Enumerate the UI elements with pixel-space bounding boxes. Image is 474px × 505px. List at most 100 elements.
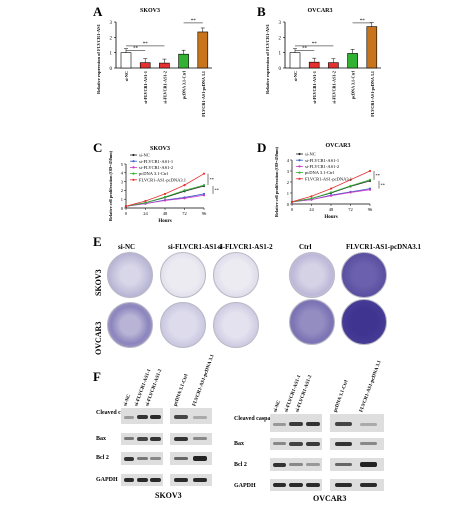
row-skov3: SKOV3: [94, 269, 103, 296]
blot-skov3-si-gapdh: [121, 474, 163, 486]
d-legend-marker-3: [298, 171, 301, 174]
b-sig-2: **: [360, 19, 366, 24]
d-sig-1: **: [381, 182, 386, 187]
blot-ovcar3-si-cleaved: [270, 414, 322, 432]
blot-ovcar3-si-bcl2: [270, 458, 322, 471]
panel-d-letter: D: [257, 140, 267, 155]
d-xtick-label: 48: [329, 207, 334, 212]
blot-ovcar3-pc-cleaved: [330, 414, 384, 432]
d-legend-label-4: FLVCR1-AS1-pcDNA3.1: [305, 176, 352, 181]
d-ytick-label: 4: [287, 158, 290, 163]
blot-ovcar3-pc-bax: [330, 438, 384, 450]
a-sig-2: **: [191, 19, 197, 24]
d-ytick-label: 3: [287, 169, 290, 174]
d-legend-marker-4: [298, 177, 301, 180]
d-point-3-4: [368, 178, 372, 181]
d-point-3-2: [329, 191, 333, 194]
row-label-bcl2-skov3: Bcl 2: [96, 455, 109, 461]
panel-a-title: SKOV3: [139, 8, 160, 14]
b-xcat-4: FLVCR1-AS1-pcDNA 3.1: [370, 71, 375, 117]
row-label-gapdh-ovcar3: GAPDH: [234, 483, 256, 489]
d-point-4-3: [349, 178, 352, 181]
c-point-2-3: [183, 197, 186, 200]
c-ytick-label: 2: [121, 188, 123, 193]
a-ytick-label: 1: [110, 52, 113, 57]
c-xtick-label: 24: [143, 211, 148, 216]
colony-dish-skov3-ctrl: [289, 252, 335, 298]
d-point-3-1: [310, 197, 313, 200]
c-legend-label-3: pcDNA 3.1-Ctrl: [139, 171, 169, 176]
row-label-bax-ovcar3: Bax: [234, 441, 245, 447]
d-legend-label-1: si-FLVCR1-AS1-1: [305, 158, 339, 163]
c-xtick-label: 72: [182, 211, 187, 216]
a-bar-3: [178, 53, 189, 69]
b-bar-2: [328, 62, 339, 69]
a-bar-2: [159, 62, 170, 69]
b-ytick-label: 1: [279, 52, 282, 57]
b-xcat-1: si-FLVCR1-AS1-1: [312, 71, 317, 104]
c-sig-1: **: [215, 187, 220, 192]
blot-skov3-pc-gapdh: [170, 474, 212, 486]
c-xtick-label: 48: [163, 211, 168, 216]
d-xtick-label: 72: [348, 207, 353, 212]
c-ytick-label: 4: [121, 171, 124, 176]
c-point-4-4: [202, 172, 206, 175]
c-legend-marker-1: [132, 160, 135, 163]
d-xtick-label: 0: [291, 207, 294, 212]
c-legend-label-4: FLVCR1-AS1-pcDNA3.1: [139, 177, 186, 182]
panel-c-line-chart: 0 1 2 3 4 5 0 24 48 72 96 Hours Relative cell prolif…: [108, 150, 220, 224]
lane-skov3-ctrl: pcDNA 3.1-Ctrl: [173, 373, 190, 407]
b-sig-0: **: [302, 47, 308, 52]
d-legend-label-0: si-NC: [305, 152, 316, 157]
cell-line-ovcar3: OVCAR3: [313, 494, 347, 503]
d-point-2-3: [349, 191, 352, 194]
d-legend-marker-2: [298, 165, 301, 168]
blot-skov3-si-bcl2: [121, 452, 163, 465]
row-ovcar3: OVCAR3: [94, 321, 103, 355]
a-bar-1: [139, 62, 151, 69]
b-xcat-2: si-FLVCR1-AS1-2: [331, 71, 336, 104]
c-point-4-0: [124, 205, 128, 208]
blot-skov3-pc-bax: [170, 433, 212, 445]
d-point-4-2: [329, 187, 333, 190]
d-xtick-label: 96: [368, 207, 373, 212]
c-xlabel: Hours: [158, 219, 171, 224]
c-legend-label-0: si-NC: [139, 153, 150, 158]
a-sig-0: **: [133, 47, 139, 52]
c-point-3-2: [163, 195, 167, 199]
panel-d-title: OVCAR3: [325, 143, 351, 149]
lane-skov3-oe: FLVCR1-AS1-pcDNA 3.1: [192, 354, 216, 407]
row-label-bax-skov3: Bax: [96, 436, 107, 442]
c-point-3-3: [183, 189, 186, 192]
d-xlabel: Hours: [324, 215, 337, 220]
blot-ovcar3-pc-bcl2: [330, 458, 384, 471]
blot-ovcar3-si-bax: [270, 438, 322, 450]
colony-dish-ovcar3-si1: [160, 302, 206, 348]
d-ylabel: Relative cell proliferation (OD=450nm): [274, 146, 279, 217]
blot-ovcar3-pc-gapdh: [330, 479, 384, 491]
panel-b-ylabel: Relative expression of FLVCR1-AS1: [265, 23, 270, 94]
panel-b-bar-chart: Relative expression of FLVCR1-AS1 0 1 2 3 si…: [265, 19, 381, 117]
d-point-4-4: [368, 169, 372, 173]
b-sig-1: **: [312, 42, 318, 47]
row-label-bcl2-ovcar3: Bcl 2: [234, 462, 247, 468]
a-ytick-label: 3: [110, 21, 113, 26]
a-xcat-1: si-FLVCR1-AS1-1: [143, 71, 148, 104]
blot-skov3-si-cleaved: [121, 408, 163, 424]
c-point-2-4: [202, 194, 206, 197]
c-ytick-label: 5: [121, 162, 124, 167]
c-sig-0: **: [210, 177, 215, 182]
col-flvcr1-as1-pcdna31: FLVCR1-AS1-pcDNA3.1: [346, 243, 421, 251]
d-point-2-4: [368, 188, 372, 191]
c-point-4-2: [163, 192, 167, 196]
a-xcat-2: si-FLVCR1-AS1-2: [162, 71, 167, 104]
c-point-3-4: [202, 184, 206, 187]
row-label-cleaved-caspase3-skov3: Cleaved caspase 3: [96, 410, 142, 416]
c-legend-label-2: si-FLVCR1-AS1-2: [139, 165, 173, 170]
d-legend-marker-0: [298, 152, 301, 156]
lane-ovcar3-si-nc: si-NC: [273, 399, 283, 413]
cell-line-skov3: SKOV3: [155, 491, 182, 500]
c-point-3-1: [144, 201, 147, 204]
d-legend-marker-1: [298, 159, 301, 162]
blot-skov3-pc-bcl2: [170, 452, 212, 465]
